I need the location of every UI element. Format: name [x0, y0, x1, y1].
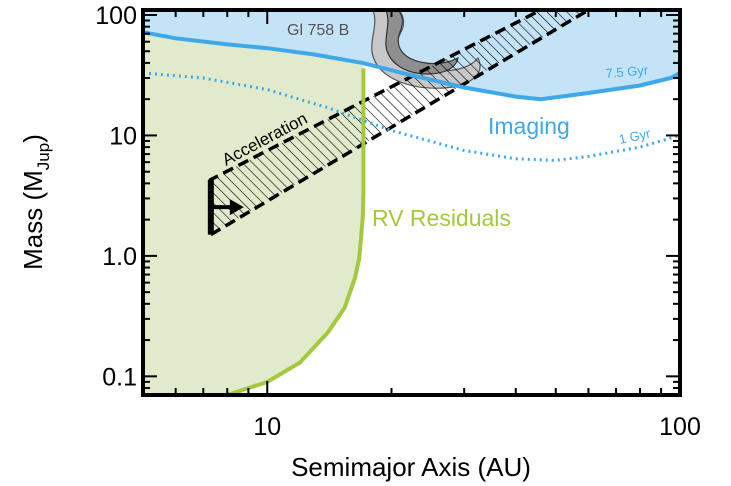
- y-tick-label: 1.0: [102, 243, 137, 271]
- acceleration-limit-arrow: [207, 179, 244, 235]
- y-tick-label: 10: [109, 122, 137, 150]
- imaging-label: Imaging: [488, 113, 570, 139]
- x-tick-label: 10: [253, 413, 281, 441]
- acceleration-arrow-head: [229, 199, 244, 216]
- rv-residuals-label: RV Residuals: [372, 205, 511, 231]
- axis-ticks: [142, 10, 681, 396]
- y-tick-label: 100: [95, 2, 137, 30]
- x-axis-title: Semimajor Axis (AU): [291, 452, 531, 482]
- imaging-1gyr-curve: [143, 71, 680, 162]
- rv-residuals-boundary: [143, 68, 366, 395]
- imaging-7.5gyr-curve: [143, 30, 680, 102]
- rv-residuals-region-fill: [143, 32, 364, 395]
- gl758b-label: Gl 758 B: [287, 22, 349, 39]
- y-axis-title: Mass (MJup): [18, 134, 53, 270]
- imaging-7.5gyr-label: 7.5 Gyr: [605, 62, 649, 81]
- y-tick-label: 0.1: [102, 363, 137, 391]
- x-tick-label: 100: [659, 413, 701, 441]
- imaging-1gyr-label: 1 Gyr: [618, 126, 653, 147]
- plot-frame: [141, 8, 682, 397]
- axis-tick-labels: 10 100 0.1 1.0 10 100: [95, 2, 701, 441]
